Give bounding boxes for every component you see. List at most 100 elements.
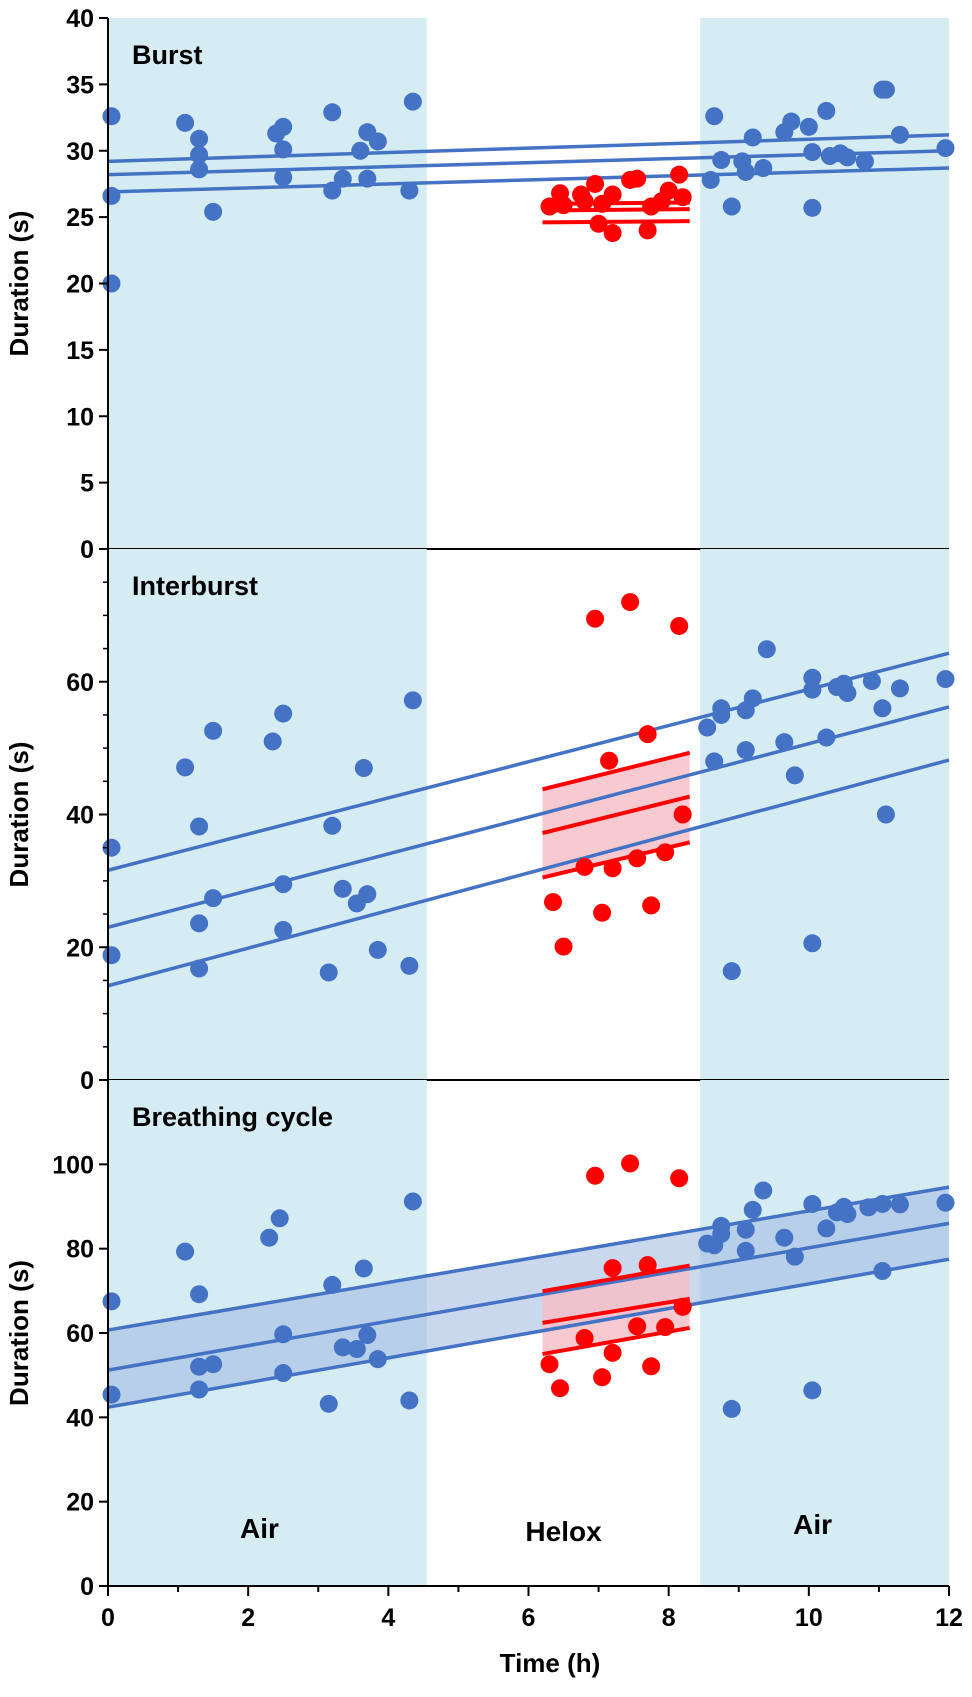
air-data-point bbox=[368, 132, 387, 151]
air-data-point bbox=[270, 1209, 289, 1228]
air-data-point bbox=[204, 721, 223, 740]
air-data-point bbox=[102, 1385, 121, 1404]
air-data-point bbox=[936, 670, 955, 689]
air-data-point bbox=[190, 145, 209, 164]
air-data-point bbox=[757, 640, 776, 659]
y-tick-label: 20 bbox=[66, 1489, 94, 1517]
helox-data-point bbox=[551, 1379, 570, 1398]
air-data-point bbox=[736, 1241, 755, 1260]
air-fit-center-line bbox=[107, 705, 950, 930]
air-data-point bbox=[873, 1262, 892, 1281]
y-axis-title: Duration (s) bbox=[4, 1260, 34, 1406]
helox-data-point bbox=[638, 725, 657, 744]
air-data-point bbox=[176, 758, 195, 777]
helox-data-point bbox=[603, 1343, 622, 1362]
air-data-point bbox=[190, 959, 209, 978]
air-data-point bbox=[705, 107, 724, 126]
air-data-point bbox=[876, 805, 895, 824]
helox-data-point bbox=[589, 214, 608, 233]
air-data-point bbox=[890, 1195, 909, 1214]
helox-data-point bbox=[670, 1169, 689, 1188]
air-data-point bbox=[274, 117, 293, 136]
air-data-point bbox=[333, 879, 352, 898]
air-data-point bbox=[722, 962, 741, 981]
helox-data-point bbox=[575, 192, 594, 211]
air-data-point bbox=[403, 92, 422, 111]
air-data-point bbox=[274, 920, 293, 939]
helox-data-point bbox=[673, 188, 692, 207]
air-data-point bbox=[358, 885, 377, 904]
panel-title: Burst bbox=[132, 40, 203, 70]
air-data-point bbox=[323, 103, 342, 122]
y-tick-label: 0 bbox=[80, 1067, 94, 1095]
air-data-point bbox=[712, 151, 731, 170]
x-tick-label: 2 bbox=[241, 1604, 255, 1632]
helox-data-point bbox=[659, 181, 678, 200]
air-data-point bbox=[102, 107, 121, 126]
air-data-point bbox=[190, 129, 209, 148]
air-data-point bbox=[190, 817, 209, 836]
air-data-point bbox=[333, 169, 352, 188]
helox-data-point bbox=[642, 896, 661, 915]
panel-title: Interburst bbox=[132, 571, 258, 601]
x-tick-label: 6 bbox=[522, 1604, 536, 1632]
air-data-point bbox=[736, 162, 755, 181]
air-data-point bbox=[274, 875, 293, 894]
x-tick-label: 0 bbox=[101, 1604, 115, 1632]
air-phase-band bbox=[700, 549, 949, 1080]
air-data-point bbox=[736, 741, 755, 760]
y-tick-label: 15 bbox=[66, 337, 94, 365]
air-data-point bbox=[817, 1219, 836, 1238]
y-tick-label: 60 bbox=[66, 1320, 94, 1348]
air-data-point bbox=[358, 169, 377, 188]
air-data-point bbox=[354, 1259, 373, 1278]
helox-data-point bbox=[628, 849, 647, 868]
helox-data-point bbox=[638, 221, 657, 240]
helox-fit-upper-line bbox=[542, 750, 691, 792]
air-data-point bbox=[102, 946, 121, 965]
air-data-point bbox=[775, 733, 794, 752]
panel-title: Breathing cycle bbox=[132, 1102, 333, 1132]
y-tick-label: 100 bbox=[52, 1151, 94, 1179]
helox-fit-center-line bbox=[542, 1296, 691, 1325]
air-data-point bbox=[274, 168, 293, 187]
air-data-point bbox=[190, 1380, 209, 1399]
air-data-point bbox=[803, 1194, 822, 1213]
air-data-point bbox=[936, 1193, 955, 1212]
air-data-point bbox=[204, 202, 223, 221]
y-tick-label: 30 bbox=[66, 138, 94, 166]
helox-data-point bbox=[621, 593, 640, 612]
helox-data-point bbox=[586, 609, 605, 628]
air-data-point bbox=[190, 160, 209, 179]
helox-data-point bbox=[628, 1317, 647, 1336]
air-data-point bbox=[936, 139, 955, 158]
air-data-point bbox=[803, 143, 822, 162]
air-data-point bbox=[333, 1338, 352, 1357]
air-data-point bbox=[803, 934, 822, 953]
air-data-point bbox=[838, 148, 857, 167]
air-fit-lower-line bbox=[107, 758, 950, 988]
phase-label-air: Air bbox=[793, 1509, 832, 1540]
helox-data-point bbox=[575, 1329, 594, 1348]
air-data-point bbox=[890, 125, 909, 144]
helox-fit-lower-line bbox=[542, 219, 690, 225]
helox-data-point bbox=[642, 1357, 661, 1376]
air-data-point bbox=[190, 1357, 209, 1376]
air-data-point bbox=[785, 766, 804, 785]
air-data-point bbox=[782, 112, 801, 131]
air-data-point bbox=[274, 140, 293, 159]
y-tick-label: 20 bbox=[66, 271, 94, 299]
air-phase-band bbox=[108, 18, 427, 549]
air-data-point bbox=[400, 956, 419, 975]
panel-1: 0 20 40 60 Duration (s) Interburst bbox=[4, 549, 955, 1095]
y-tick-label: 25 bbox=[66, 204, 94, 232]
air-data-point bbox=[204, 889, 223, 908]
air-data-point bbox=[323, 816, 342, 835]
panel-2: 0 20 40 60 80 100 Duration (s) Breathing cycle bbox=[4, 1080, 955, 1601]
air-data-point bbox=[176, 1242, 195, 1261]
air-data-point bbox=[722, 1399, 741, 1418]
helox-data-point bbox=[603, 224, 622, 243]
y-tick-label: 10 bbox=[66, 403, 94, 431]
air-data-point bbox=[403, 691, 422, 710]
